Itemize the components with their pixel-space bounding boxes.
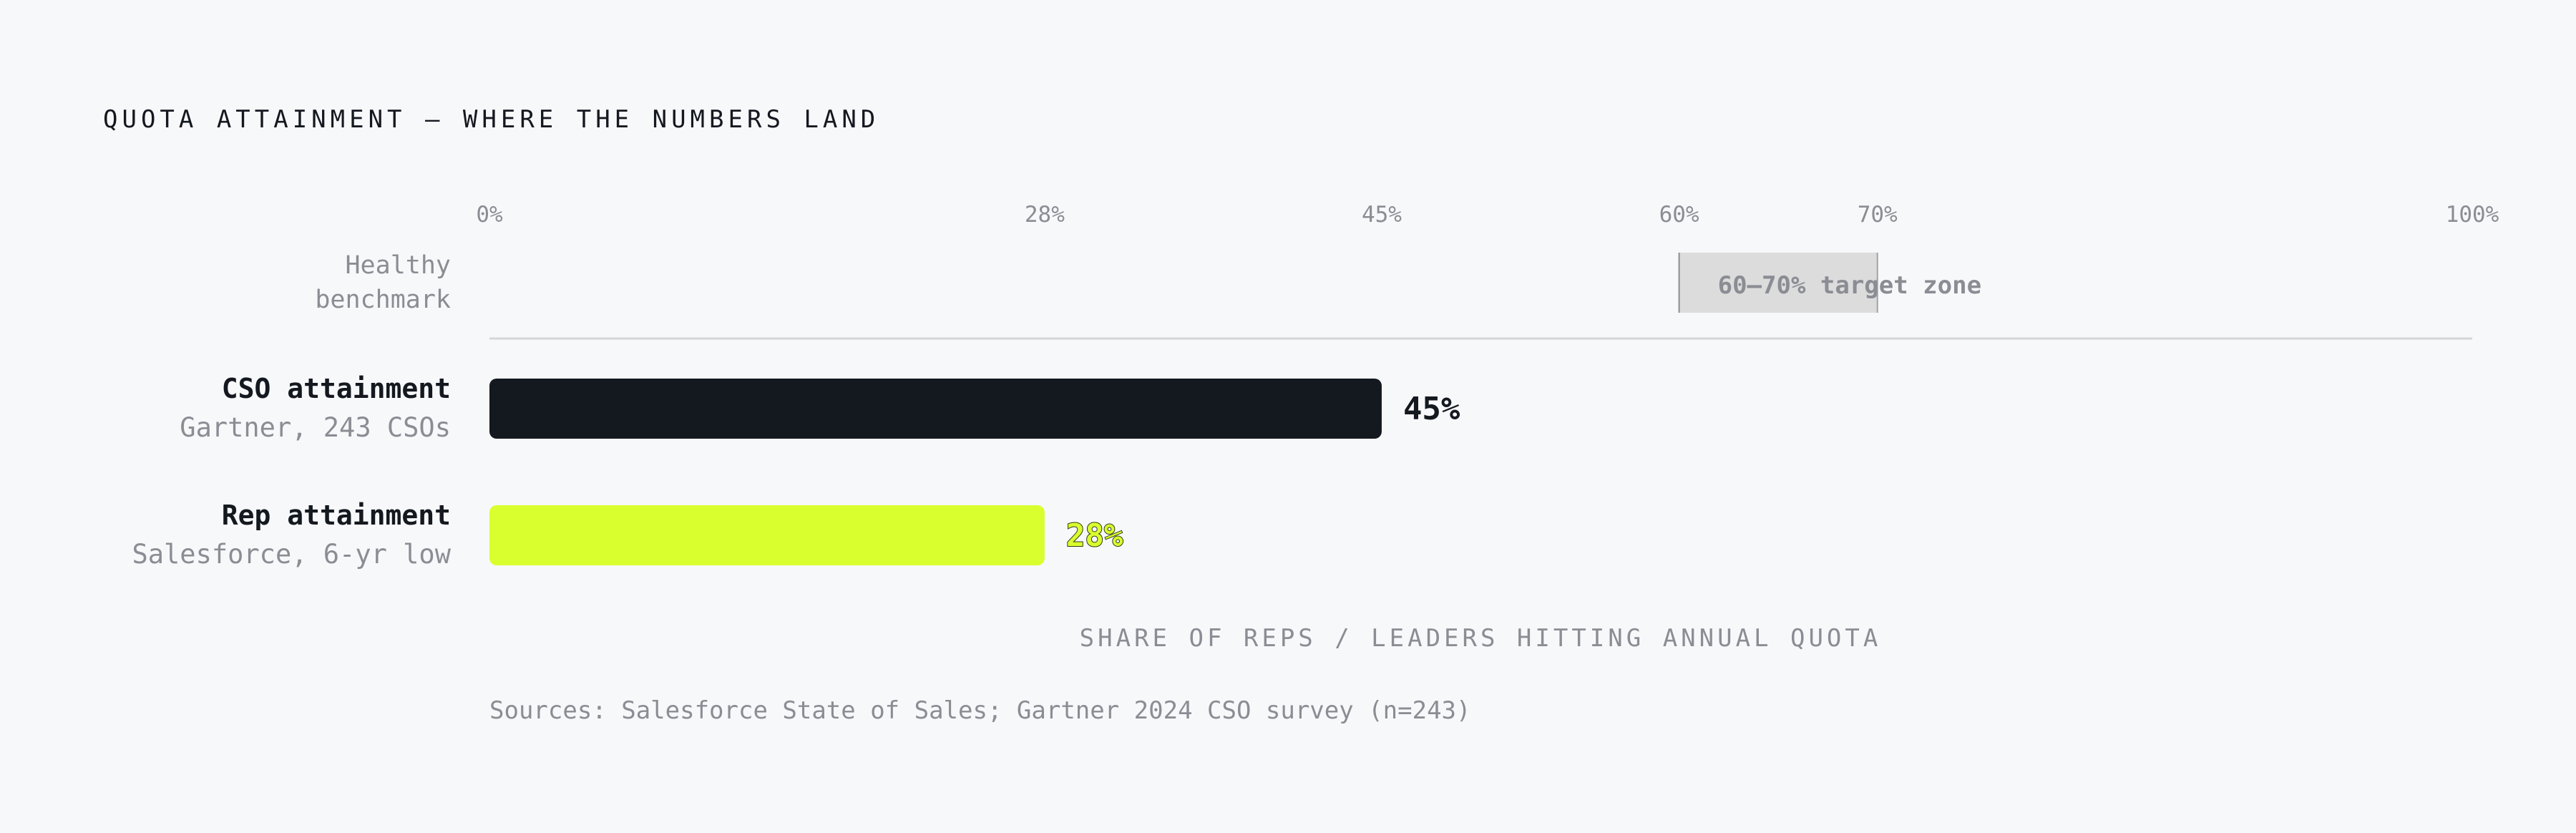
- bar-sublabel: Salesforce, 6-yr low: [132, 539, 451, 570]
- x-tick-label: 70%: [1858, 202, 1898, 228]
- source-note: Sources: Salesforce State of Sales; Gart…: [489, 696, 1470, 725]
- x-axis-label: SHARE OF REPS / LEADERS HITTING ANNUAL Q…: [1080, 624, 1882, 653]
- x-tick-label: 100%: [2446, 202, 2499, 228]
- bar-value-label: 28%: [1066, 517, 1123, 554]
- x-axis-ticks: 0% 28% 45% 60% 70% 100%: [476, 202, 2499, 228]
- bar-label: CSO attainment: [222, 373, 451, 404]
- benchmark-zone: [1679, 253, 1878, 313]
- bar-sublabel: Gartner, 243 CSOs: [180, 412, 451, 443]
- bar-value-label: 45%: [1403, 391, 1460, 427]
- x-tick-label: 28%: [1025, 202, 1065, 228]
- bars: CSO attainment Gartner, 243 CSOs 45% Rep at…: [132, 373, 1460, 570]
- chart-title: QUOTA ATTAINMENT — WHERE THE NUMBERS LAN…: [103, 105, 879, 134]
- x-tick-label: 45%: [1362, 202, 1402, 228]
- bar-row: Rep attainment Salesforce, 6-yr low 28%: [132, 500, 1123, 570]
- bar: [489, 379, 1382, 439]
- x-tick-label: 60%: [1659, 202, 1699, 228]
- bar-row: CSO attainment Gartner, 243 CSOs 45%: [180, 373, 1460, 443]
- benchmark-row: Healthy benchmark 60–70% target zone: [315, 251, 1981, 314]
- benchmark-label-line2: benchmark: [315, 286, 451, 314]
- benchmark-label-line1: Healthy: [345, 251, 451, 280]
- x-tick-label: 0%: [476, 202, 503, 228]
- benchmark-zone-label: 60–70% target zone: [1718, 271, 1981, 300]
- bar: [489, 505, 1045, 565]
- bar-label: Rep attainment: [222, 500, 451, 531]
